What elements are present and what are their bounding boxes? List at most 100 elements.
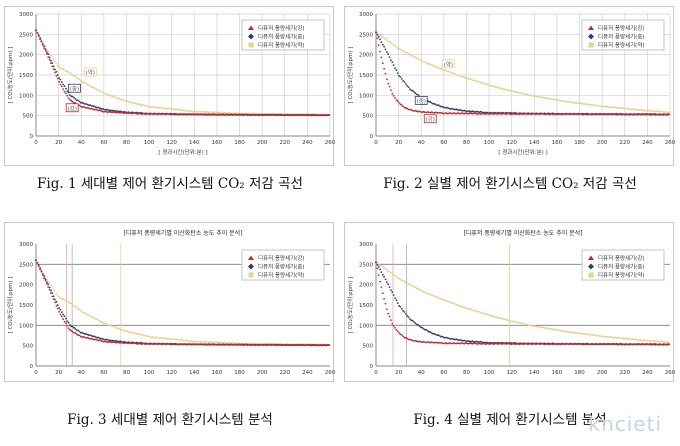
- data-point: [544, 97, 547, 100]
- data-point: [97, 109, 100, 112]
- data-point: [128, 112, 131, 114]
- data-point: [630, 113, 632, 115]
- series-2: [375, 31, 670, 114]
- data-point: [405, 51, 407, 54]
- data-point: [607, 343, 609, 346]
- data-point: [487, 313, 490, 316]
- data-point: [461, 342, 464, 345]
- data-point: [376, 262, 379, 264]
- data-point: [235, 113, 238, 116]
- data-point: [525, 93, 528, 96]
- data-point: [582, 103, 585, 105]
- data-point: [216, 114, 219, 116]
- data-point: [377, 274, 380, 276]
- data-point: [75, 329, 78, 331]
- x-tick-label: 200: [257, 370, 268, 376]
- data-point: [620, 343, 623, 346]
- data-point: [563, 343, 566, 345]
- data-point: [418, 340, 421, 343]
- data-point: [210, 341, 212, 343]
- data-point: [421, 326, 423, 329]
- data-point: [645, 343, 647, 346]
- legend-label: 디퓨저 풍량세기(약): [598, 41, 645, 49]
- data-point: [480, 111, 483, 113]
- x-tick-label: 60: [440, 140, 447, 146]
- data-point: [418, 325, 421, 327]
- data-point: [426, 62, 429, 65]
- data-point: [654, 113, 657, 116]
- data-point: [47, 56, 50, 58]
- data-point: [173, 343, 176, 346]
- data-point: [432, 332, 434, 335]
- data-point: [512, 320, 514, 323]
- data-point: [463, 76, 466, 79]
- x-tick-label: 120: [166, 370, 177, 376]
- legend-label: 디퓨저 풍량세기(강): [598, 254, 645, 262]
- data-point: [207, 113, 210, 116]
- data-point: [466, 340, 468, 343]
- data-point: [211, 113, 214, 116]
- data-point: [132, 102, 135, 105]
- data-point: [235, 112, 238, 115]
- data-point: [376, 37, 379, 40]
- data-point: [403, 50, 406, 53]
- data-point: [405, 336, 407, 339]
- data-point: [74, 328, 77, 330]
- data-point: [490, 315, 493, 317]
- data-point: [70, 302, 73, 305]
- data-point: [69, 72, 71, 74]
- data-point: [207, 343, 210, 346]
- data-point: [464, 307, 467, 310]
- annotation-label: (중): [417, 98, 426, 105]
- data-point: [398, 47, 400, 50]
- data-point: [628, 338, 631, 341]
- data-point: [461, 112, 464, 115]
- data-point: [235, 343, 238, 346]
- data-point: [391, 291, 394, 294]
- data-point: [381, 273, 384, 276]
- data-point: [607, 113, 609, 116]
- data-point: [423, 341, 426, 343]
- data-point: [50, 62, 52, 64]
- data-point: [547, 327, 550, 330]
- data-point: [460, 75, 463, 78]
- data-point: [191, 340, 193, 343]
- data-point: [447, 70, 449, 73]
- data-point: [628, 113, 631, 116]
- data-point: [485, 113, 487, 115]
- data-point: [54, 60, 56, 63]
- data-point: [226, 343, 229, 346]
- data-point: [181, 109, 184, 111]
- data-point: [491, 342, 494, 345]
- data-point: [90, 104, 93, 107]
- data-point: [169, 113, 172, 116]
- data-point: [46, 278, 48, 281]
- data-point: [54, 298, 56, 301]
- data-point: [73, 96, 75, 99]
- data-point: [400, 334, 403, 336]
- data-point: [490, 112, 493, 115]
- legend-marker-square: [248, 272, 254, 278]
- data-point: [142, 112, 145, 115]
- data-point: [102, 108, 105, 111]
- data-point: [67, 321, 70, 324]
- data-point: [101, 321, 104, 324]
- x-tick-label: 20: [395, 140, 402, 146]
- data-point: [260, 343, 263, 346]
- chart-svg: [디퓨저 풍량세기별 이산화탄소 농도 추이 분석]05001000150020…: [344, 222, 676, 382]
- data-point: [119, 110, 121, 113]
- data-point: [54, 290, 56, 293]
- data-point: [261, 113, 264, 116]
- data-point: [402, 49, 404, 52]
- data-point: [131, 342, 134, 345]
- x-tick-label: 80: [123, 140, 130, 146]
- data-point: [248, 342, 250, 345]
- data-point: [108, 323, 111, 326]
- data-point: [150, 336, 153, 339]
- data-point: [97, 336, 100, 339]
- data-point: [381, 266, 384, 268]
- data-point: [46, 281, 48, 283]
- data-point: [90, 107, 93, 110]
- data-point: [664, 113, 666, 116]
- data-point: [419, 59, 422, 62]
